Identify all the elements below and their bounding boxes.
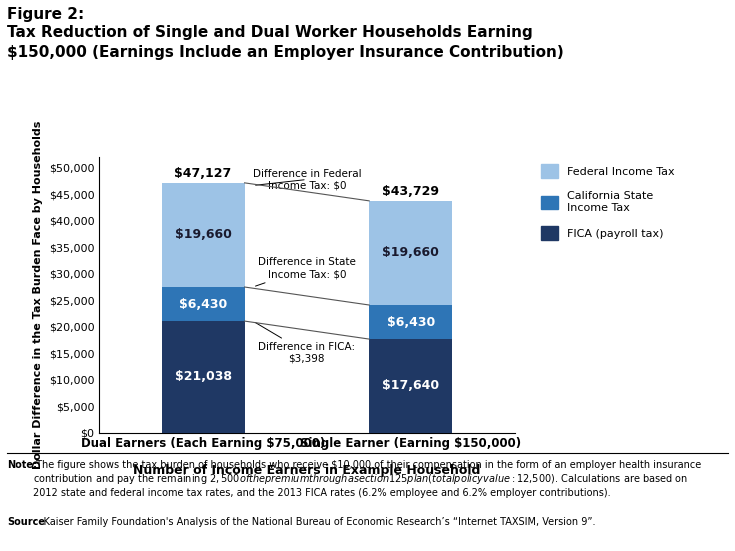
Text: $19,660: $19,660	[382, 246, 439, 260]
Text: $47,127: $47,127	[174, 166, 232, 180]
Bar	[162, 287, 245, 321]
Text: $19,660: $19,660	[175, 229, 232, 241]
Bar	[369, 201, 452, 305]
Text: Tax Reduction of Single and Dual Worker Households Earning: Tax Reduction of Single and Dual Worker …	[7, 25, 533, 40]
Text: Source: Source	[7, 517, 46, 527]
Y-axis label: Dollar Difference in the Tax Burden Face by Households: Dollar Difference in the Tax Burden Face…	[33, 121, 43, 469]
Text: Difference in Federal
Income Tax: $0: Difference in Federal Income Tax: $0	[253, 169, 361, 190]
Text: :  Kaiser Family Foundation's Analysis of the National Bureau of Economic Resear: : Kaiser Family Foundation's Analysis of…	[34, 517, 595, 527]
X-axis label: Number of Income Earners in Example Household: Number of Income Earners in Example Hous…	[133, 464, 481, 477]
Bar	[369, 305, 452, 339]
Text: $6,430: $6,430	[387, 316, 435, 328]
Text: Difference in FICA:
$3,398: Difference in FICA: $3,398	[255, 322, 356, 364]
Text: $43,729: $43,729	[382, 185, 440, 198]
Legend: Federal Income Tax, California State
Income Tax, FICA (payroll tax): Federal Income Tax, California State Inc…	[537, 160, 678, 244]
Text: The figure shows the tax burden of households who receive $10,000 of their compe: The figure shows the tax burden of house…	[33, 460, 701, 498]
Bar	[162, 321, 245, 433]
Bar	[162, 183, 245, 287]
Bar	[369, 339, 452, 433]
Text: Note:: Note:	[7, 460, 37, 470]
Text: $150,000 (Earnings Include an Employer Insurance Contribution): $150,000 (Earnings Include an Employer I…	[7, 45, 564, 60]
Text: $17,640: $17,640	[382, 379, 440, 392]
Text: $6,430: $6,430	[179, 298, 227, 311]
Text: $21,038: $21,038	[174, 370, 232, 383]
Text: Difference in State
Income Tax: $0: Difference in State Income Tax: $0	[256, 257, 356, 286]
Text: Figure 2:: Figure 2:	[7, 7, 85, 21]
